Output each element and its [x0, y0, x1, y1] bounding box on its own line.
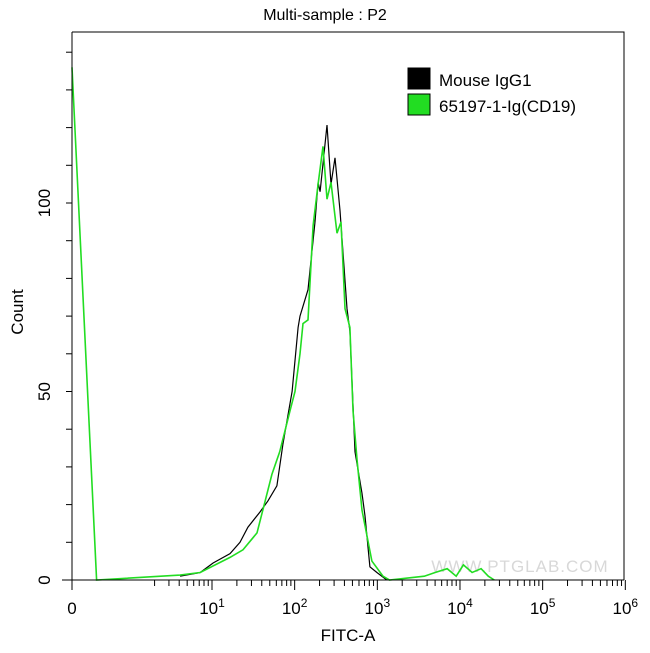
y-axis-label: Count	[8, 289, 27, 335]
y-tick-label: 0	[35, 575, 54, 584]
series-line-1	[71, 67, 495, 581]
axis-ticks: 0 101 102 103 104 105 106 0 50 100	[35, 51, 639, 618]
legend-swatch-1	[407, 93, 431, 116]
series-line-0	[179, 124, 388, 581]
x-tick-label: 102	[282, 596, 308, 618]
x-tick-label: 103	[365, 596, 391, 618]
legend-swatch-0	[407, 67, 431, 90]
plot-frame	[72, 31, 625, 580]
x-tick-label: 105	[530, 596, 556, 618]
y-tick-label: 100	[35, 189, 54, 217]
x-tick-label: 0	[67, 599, 76, 618]
legend-label-1: 65197-1-Ig(CD19)	[439, 97, 576, 116]
y-tick-label: 50	[35, 382, 54, 401]
legend-label-0: Mouse IgG1	[439, 71, 532, 90]
x-tick-label: 104	[447, 596, 473, 618]
x-tick-label: 101	[199, 596, 225, 618]
x-tick-label: 106	[613, 596, 639, 618]
chart-title: Multi-sample : P2	[263, 7, 387, 24]
legend: Mouse IgG1 65197-1-Ig(CD19)	[407, 67, 576, 116]
series-layer	[71, 67, 495, 581]
x-axis-label: FITC-A	[321, 626, 376, 645]
